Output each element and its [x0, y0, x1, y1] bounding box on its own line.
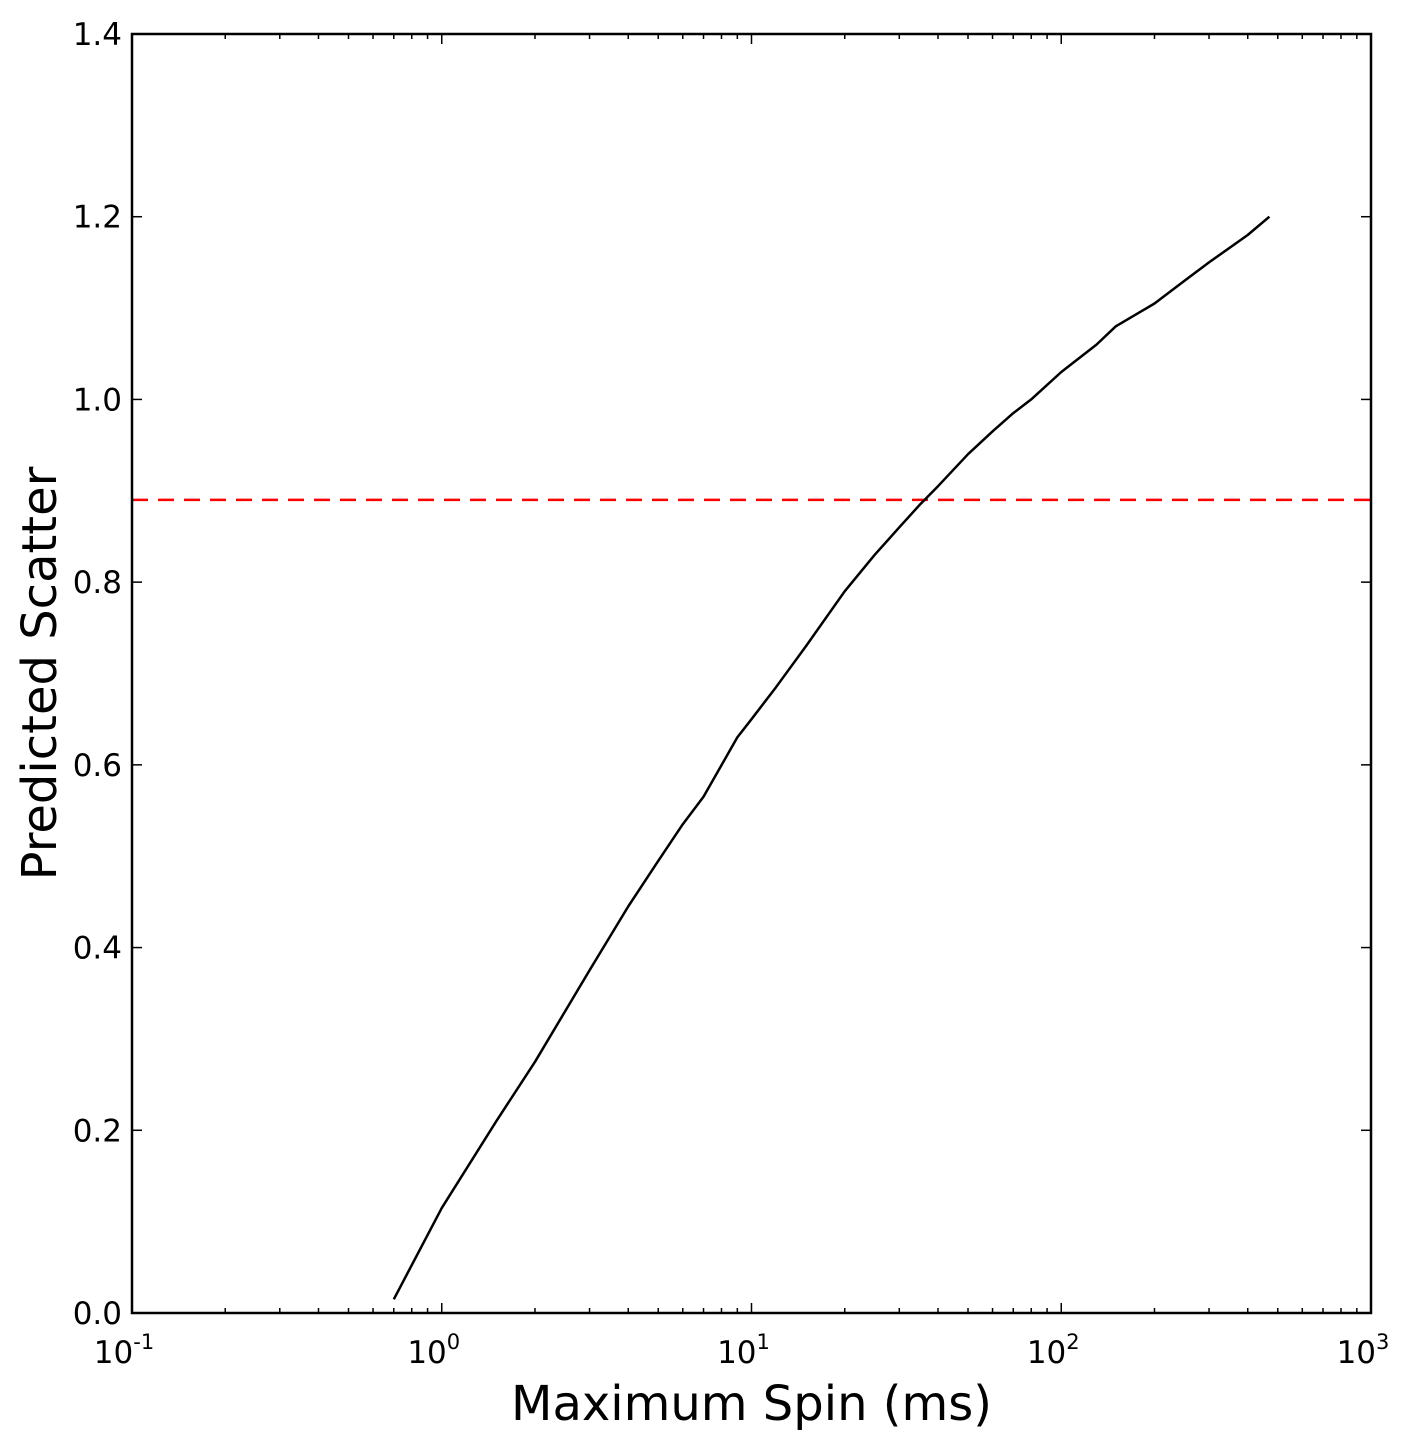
y-tick-label: 1.4 — [73, 17, 122, 53]
y-axis-label: Predicted Scatter — [12, 466, 68, 880]
major-ticks — [131, 33, 1372, 1314]
x-tick-base: 10 — [94, 1335, 133, 1371]
x-tick-label: 103 — [1337, 1330, 1390, 1371]
series-line — [392, 215, 1271, 1300]
x-tick-base: 10 — [407, 1335, 446, 1371]
x-tick-label: 10-1 — [94, 1330, 154, 1371]
minor-ticks — [224, 34, 1358, 1313]
y-tick-label: 1.2 — [73, 200, 122, 236]
x-axis-label: Maximum Spin (ms) — [511, 1376, 992, 1432]
x-tick-labels: 10-1 100 101 102 103 — [94, 1330, 1390, 1371]
y-tick-label: 0.0 — [73, 1296, 122, 1332]
x-tick-base: 10 — [717, 1335, 756, 1371]
y-tick-label: 0.6 — [73, 748, 122, 784]
x-tick-label: 100 — [407, 1330, 460, 1371]
x-tick-base: 10 — [1337, 1335, 1376, 1371]
x-tick-label: 102 — [1027, 1330, 1080, 1371]
x-tick-exponent: 2 — [1066, 1330, 1079, 1354]
x-tick-exponent: 0 — [447, 1330, 460, 1354]
x-tick-base: 10 — [1027, 1335, 1066, 1371]
x-tick-exponent: 1 — [757, 1330, 770, 1354]
y-tick-label: 1.0 — [73, 382, 122, 418]
y-tick-label: 0.2 — [73, 1113, 122, 1149]
x-tick-exponent: -1 — [133, 1330, 154, 1354]
x-tick-exponent: 3 — [1376, 1330, 1389, 1354]
plot-frame — [130, 32, 1373, 1315]
y-tick-label: 0.8 — [73, 565, 122, 601]
x-tick-label: 101 — [717, 1330, 770, 1371]
series-layer — [392, 215, 1271, 1300]
y-tick-labels: 0.0 0.2 0.4 0.6 0.8 1.0 1.2 1.4 — [73, 17, 122, 1332]
y-tick-label: 0.4 — [73, 931, 122, 967]
